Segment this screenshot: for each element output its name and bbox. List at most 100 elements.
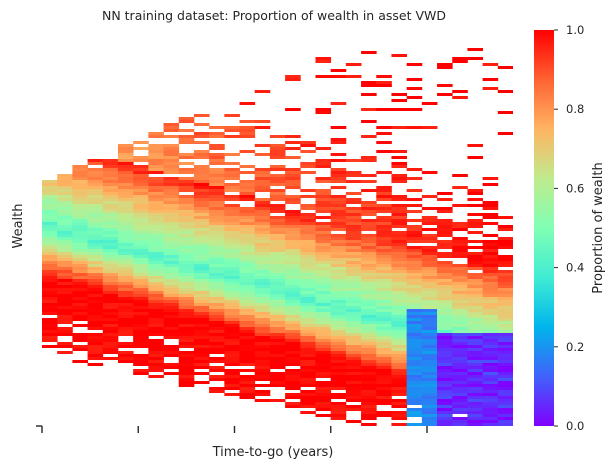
heatmap-cell [57,333,73,336]
heatmap-cell [72,294,88,297]
heatmap-cell [467,336,484,339]
heatmap-cell [209,297,225,300]
heatmap-cell [133,201,149,204]
heatmap-cell [269,222,286,225]
heatmap-cell [57,297,73,300]
heatmap-cell [482,264,499,267]
heatmap-cell [345,252,362,255]
heatmap-cell [361,159,377,162]
heatmap-cell [87,309,104,312]
heatmap-cell [57,204,73,207]
heatmap-cell [254,225,271,228]
heatmap-cell [239,327,256,330]
heatmap-cell [452,411,468,414]
heatmap-cell [269,195,286,198]
heatmap-cell [421,252,438,255]
heatmap-cell [178,324,195,327]
heatmap-cell [452,402,468,405]
heatmap-cell [269,318,286,321]
heatmap-cell [482,177,499,180]
heatmap-cell [285,156,301,159]
heatmap-cell [163,225,180,228]
heatmap-cell [42,180,58,183]
heatmap-cell [315,240,332,243]
heatmap-cell [224,162,240,165]
heatmap-cell [406,333,423,336]
heatmap-cell [163,312,180,315]
heatmap-cell [482,294,499,297]
heatmap-cell [421,279,438,282]
heatmap-cell [497,387,513,390]
heatmap-cell [376,252,392,255]
heatmap-cell [87,282,104,285]
heatmap-cell [315,189,332,192]
heatmap-cell [361,417,377,420]
heatmap-cell [72,240,88,243]
heatmap-cell [254,312,271,315]
heatmap-cell [72,324,88,327]
heatmap-cell [330,204,347,207]
heatmap-cell [209,126,225,129]
heatmap-cell [482,279,499,282]
heatmap-cell [406,228,423,231]
heatmap-cell [437,276,453,279]
heatmap-cell [406,291,423,294]
heatmap-cell [482,213,499,216]
heatmap-cell [300,165,316,168]
heatmap-cell [467,390,484,393]
heatmap-cell [193,153,210,156]
heatmap-cell [193,324,210,327]
heatmap-cell [239,126,256,129]
heatmap-cell [87,246,104,249]
heatmap-cell [209,159,225,162]
heatmap-cell [209,177,225,180]
heatmap-cell [209,387,225,390]
heatmap-cell [254,249,271,252]
heatmap-cell [148,363,164,366]
heatmap-cell [42,222,58,225]
heatmap-cell [300,225,316,228]
heatmap-cell [178,381,195,384]
heatmap-cell [482,300,499,303]
heatmap-cell [406,324,423,327]
heatmap-cell [163,300,180,303]
heatmap-cell [72,210,88,213]
heatmap-cell [133,159,149,162]
heatmap-cell [376,264,392,267]
heatmap-cell [345,198,362,201]
heatmap-cell [224,228,240,231]
heatmap-cell [330,345,347,348]
heatmap-cell [285,210,301,213]
heatmap-cell [72,201,88,204]
heatmap-cell [391,225,408,228]
heatmap-cell [406,363,423,366]
heatmap-cell [87,279,104,282]
heatmap-cell [42,273,58,276]
heatmap-cell [376,348,392,351]
heatmap-cell [421,300,438,303]
heatmap-cell [254,339,271,342]
heatmap-cell [467,276,484,279]
heatmap-cell [315,285,332,288]
heatmap-cell [497,339,513,342]
heatmap-cell [437,303,453,306]
heatmap-cell [193,177,210,180]
heatmap-cell [467,363,484,366]
heatmap-cell [193,246,210,249]
heatmap-cell [376,333,392,336]
heatmap-cell [102,201,119,204]
heatmap-cell [437,294,453,297]
heatmap-cell [330,387,347,390]
heatmap-cell [482,330,499,333]
heatmap-cell [163,207,180,210]
heatmap-cell [376,369,392,372]
heatmap-cell [117,324,134,327]
heatmap-cell [285,288,301,291]
heatmap-cell [72,186,88,189]
heatmap-cell [437,384,453,387]
heatmap-cell [467,318,484,321]
heatmap-cell [315,414,332,417]
heatmap-cell [482,234,499,237]
heatmap-cell [376,342,392,345]
heatmap-cell [148,255,164,258]
